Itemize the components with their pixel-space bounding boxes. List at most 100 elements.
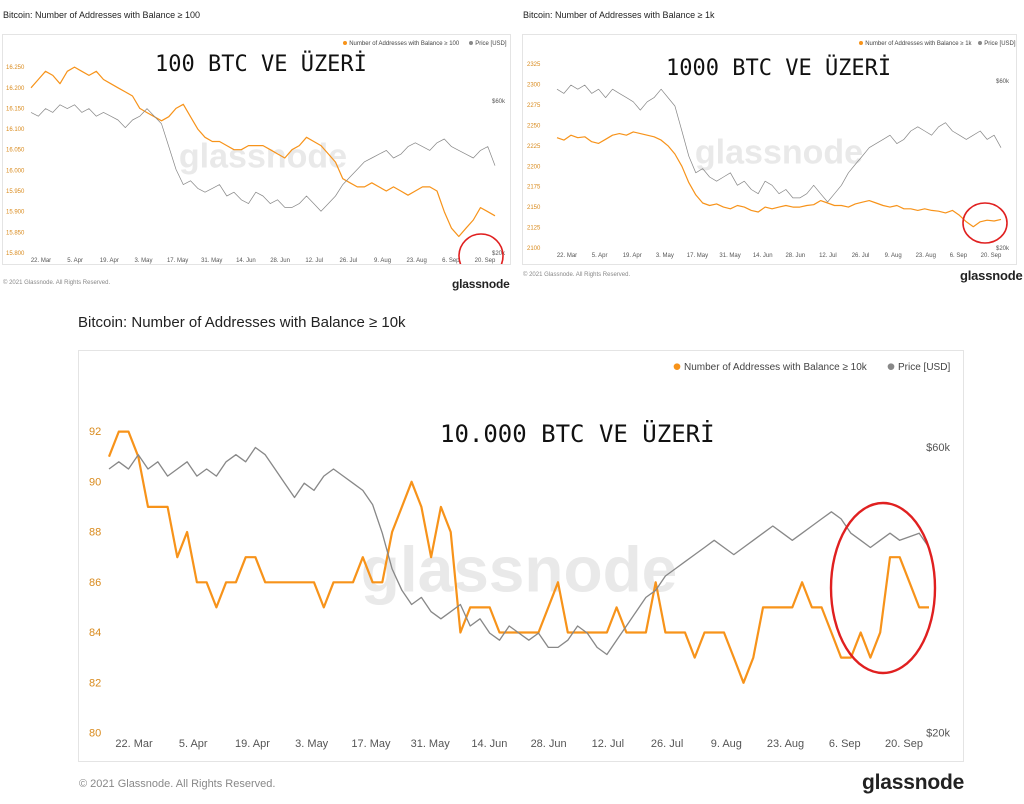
chart-3-frame: glassnode 92 90 88 86 84 82 80 $60k $20k 22. Mar 5.… bbox=[78, 350, 964, 762]
y-right-tick-label: $60k bbox=[996, 79, 1010, 85]
x-tick-label: 14. Jun bbox=[236, 258, 256, 264]
chart-3-title: Bitcoin: Number of Addresses with Balanc… bbox=[78, 314, 406, 331]
legend-swatch-price bbox=[978, 41, 982, 45]
x-tick-label: 20. Sep bbox=[981, 253, 1002, 259]
y-left-tick-label: 84 bbox=[89, 627, 101, 639]
y-right-tick-label: $20k bbox=[996, 246, 1010, 252]
chart-2-overlay-label: 1000 BTC VE ÜZERİ bbox=[666, 56, 892, 81]
y-left-tick-label: 82 bbox=[89, 677, 101, 689]
x-tick-label: 3. May bbox=[134, 258, 152, 264]
x-tick-label: 9. Aug bbox=[885, 253, 902, 259]
chart-2-frame: glassnode 2325 2300 2275 2250 2225 2200 2175 215… bbox=[522, 34, 1017, 265]
legend-swatch-addresses bbox=[673, 363, 681, 370]
x-tick-label: 6. Sep bbox=[950, 253, 968, 259]
y-left-tick-label: 92 bbox=[89, 426, 101, 438]
y-left-tick-label: 15.900 bbox=[6, 210, 25, 216]
x-tick-label: 23. Aug bbox=[407, 258, 427, 264]
y-left-tick-label: 2250 bbox=[527, 123, 541, 129]
x-tick-label: 5. Apr bbox=[592, 253, 608, 259]
x-tick-label: 23. Aug bbox=[916, 253, 936, 259]
red-highlight-circle bbox=[829, 501, 937, 675]
chart-2-glassnode-logo: glassnode bbox=[960, 268, 1023, 283]
addresses-series-line bbox=[556, 131, 1002, 228]
y-left-tick-label: 15.800 bbox=[6, 251, 25, 257]
y-right-tick-label: $60k bbox=[926, 442, 950, 454]
y-left-tick-label: 2300 bbox=[527, 83, 541, 89]
y-left-tick-label: 86 bbox=[89, 577, 101, 589]
x-tick-label: 19. Apr bbox=[100, 258, 119, 264]
chart-2-copyright: © 2021 Glassnode. All Rights Reserved. bbox=[523, 272, 631, 278]
y-left-tick-label: 16.200 bbox=[6, 86, 25, 92]
watermark: glassnode bbox=[179, 138, 347, 176]
legend-label-price: Price [USD] bbox=[475, 41, 507, 47]
chart-1-copyright: © 2021 Glassnode. All Rights Reserved. bbox=[3, 280, 111, 286]
legend-label-price: Price [USD] bbox=[984, 41, 1016, 47]
chart-2-title: Bitcoin: Number of Addresses with Balanc… bbox=[523, 10, 715, 20]
chart-3-copyright: © 2021 Glassnode. All Rights Reserved. bbox=[79, 778, 276, 790]
y-left-tick-label: 16.050 bbox=[6, 148, 25, 154]
y-left-tick-label: 2125 bbox=[527, 226, 541, 232]
y-left-tick-label: 2325 bbox=[527, 62, 541, 68]
x-tick-label: 28. Jun bbox=[270, 258, 290, 264]
y-left-tick-label: 88 bbox=[89, 527, 101, 539]
y-left-tick-label: 2225 bbox=[527, 144, 541, 150]
watermark: glassnode bbox=[361, 534, 678, 606]
x-tick-label: 12. Jul bbox=[819, 253, 837, 259]
x-tick-label: 22. Mar bbox=[31, 258, 51, 264]
y-left-tick-label: 2200 bbox=[527, 164, 541, 170]
x-tick-label: 6. Sep bbox=[829, 738, 861, 750]
x-tick-label: 26. Jul bbox=[852, 253, 870, 259]
y-left-tick-label: 15.850 bbox=[6, 230, 25, 236]
chart-1-overlay-label: 100 BTC VE ÜZERİ bbox=[155, 52, 367, 77]
legend-label-addresses: Number of Addresses with Balance ≥ 1k bbox=[865, 41, 972, 47]
x-tick-label: 19. Apr bbox=[235, 738, 270, 750]
x-tick-label: 3. May bbox=[295, 738, 329, 750]
legend-swatch-price bbox=[887, 363, 895, 370]
legend-swatch-addresses bbox=[343, 41, 347, 45]
y-right-tick-label: $60k bbox=[492, 99, 506, 105]
legend-label-addresses: Number of Addresses with Balance ≥ 100 bbox=[349, 41, 460, 47]
x-tick-label: 12. Jul bbox=[592, 738, 624, 750]
watermark: glassnode bbox=[695, 133, 863, 171]
chart-1-plot: glassnode 16.250 16.200 16.150 16.100 16.050 1… bbox=[6, 41, 507, 279]
y-left-tick-label: 2275 bbox=[527, 103, 541, 109]
y-left-tick-label: 80 bbox=[89, 728, 101, 740]
x-tick-label: 26. Jul bbox=[651, 738, 683, 750]
y-left-tick-label: 2175 bbox=[527, 185, 541, 191]
legend-label-addresses: Number of Addresses with Balance ≥ 10k bbox=[684, 362, 868, 373]
x-tick-label: 22. Mar bbox=[557, 253, 577, 259]
chart-2-plot: glassnode 2325 2300 2275 2250 2225 2200 2175 215… bbox=[527, 41, 1016, 259]
y-left-tick-label: 16.100 bbox=[6, 127, 25, 133]
y-left-tick-label: 16.250 bbox=[6, 65, 25, 71]
chart-1-frame: glassnode 16.250 16.200 16.150 16.100 16.050 1… bbox=[2, 34, 511, 279]
x-tick-label: 26. Jul bbox=[340, 258, 358, 264]
x-tick-label: 12. Jul bbox=[305, 258, 323, 264]
x-tick-label: 19. Apr bbox=[623, 253, 642, 259]
chart-1-glassnode-logo: glassnode bbox=[452, 277, 510, 291]
price-series-line bbox=[556, 84, 1002, 203]
x-tick-label: 20. Sep bbox=[885, 738, 923, 750]
x-tick-label: 31. May bbox=[411, 738, 451, 750]
chart-3-overlay-label: 10.000 BTC VE ÜZERİ bbox=[440, 420, 715, 448]
x-tick-label: 31. May bbox=[201, 258, 222, 264]
x-tick-label: 28. Jun bbox=[531, 738, 567, 750]
chart-3-glassnode-logo: glassnode bbox=[862, 771, 965, 794]
y-left-tick-label: 90 bbox=[89, 476, 101, 488]
y-left-tick-label: 2100 bbox=[527, 246, 541, 252]
x-tick-label: 5. Apr bbox=[179, 738, 208, 750]
chart-1-title: Bitcoin: Number of Addresses with Balanc… bbox=[3, 10, 201, 20]
legend-swatch-addresses bbox=[859, 41, 863, 45]
x-tick-label: 5. Apr bbox=[67, 258, 83, 264]
x-tick-label: 14. Jun bbox=[471, 738, 507, 750]
legend-label-price: Price [USD] bbox=[898, 362, 950, 373]
x-tick-label: 6. Sep bbox=[442, 258, 460, 264]
legend-swatch-price bbox=[469, 41, 473, 45]
x-tick-label: 17. May bbox=[167, 258, 188, 264]
price-series-line bbox=[30, 104, 496, 212]
y-left-tick-label: 16.000 bbox=[6, 168, 25, 174]
x-tick-label: 23. Aug bbox=[767, 738, 804, 750]
x-tick-label: 17. May bbox=[687, 253, 708, 259]
x-tick-label: 9. Aug bbox=[374, 258, 391, 264]
addresses-series-line bbox=[30, 66, 496, 238]
y-right-tick-label: $20k bbox=[492, 251, 506, 257]
